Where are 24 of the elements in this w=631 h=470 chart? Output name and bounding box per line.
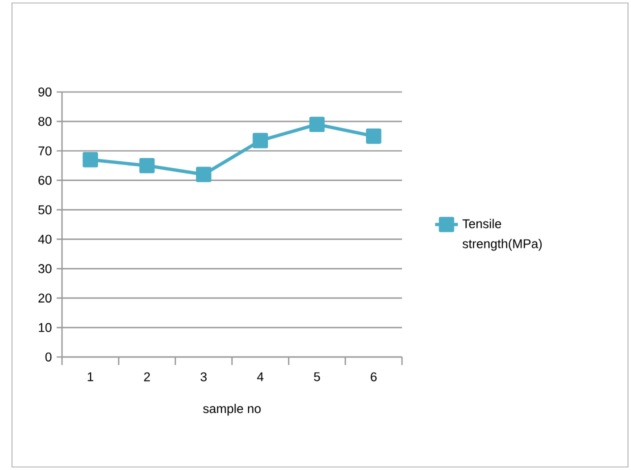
point (309, 116, 325, 132)
x-tick-label: 5 (314, 372, 320, 382)
point (252, 132, 268, 148)
x-axis-title: sample no (203, 404, 261, 416)
y-tick-label: 70 (38, 146, 52, 156)
x-tick-label: 2 (144, 372, 150, 382)
point (196, 166, 212, 182)
x-tick-label: 6 (370, 372, 377, 382)
y-tick-label: 20 (38, 294, 52, 303)
y-tick-label: 90 (38, 88, 52, 96)
x-tick-label: 1 (88, 372, 94, 382)
y-tick-label: 40 (38, 234, 52, 244)
legend-label: Tensile strength(MPa) (462, 218, 542, 251)
y-tick-label: 0 (45, 352, 52, 362)
point (366, 128, 382, 144)
y-tick-label: 30 (38, 264, 52, 274)
y-tick-label: 10 (38, 323, 52, 332)
point (139, 158, 155, 174)
x-tick-label: 4 (257, 372, 264, 382)
y-tick-label: 80 (38, 116, 52, 126)
y-tick-label: 60 (38, 176, 52, 185)
point (82, 152, 98, 168)
y-tick-label: 50 (38, 205, 52, 214)
x-tick-label: 3 (200, 372, 207, 382)
